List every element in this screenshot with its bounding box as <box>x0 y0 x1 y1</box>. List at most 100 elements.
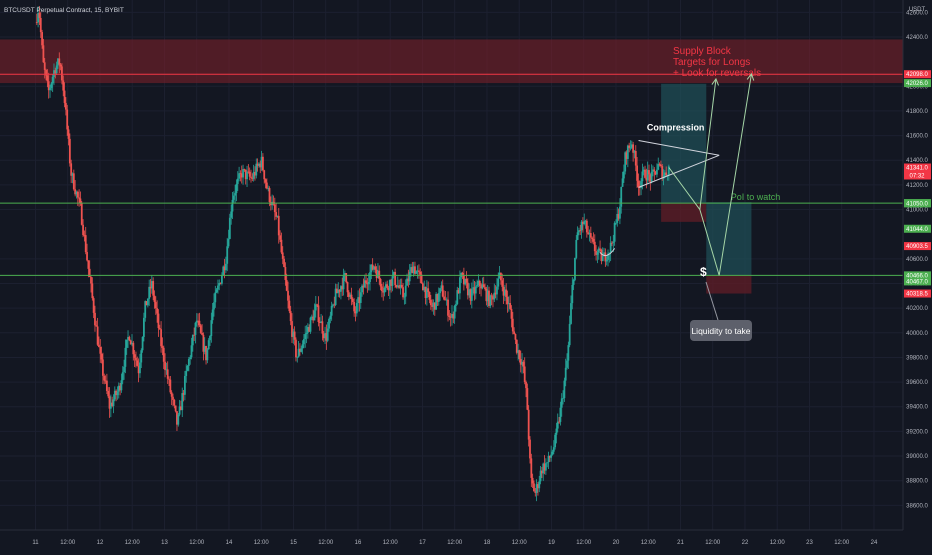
candle-body <box>514 334 517 340</box>
candle-body <box>305 332 308 335</box>
candle-body <box>607 253 609 260</box>
candle-body <box>76 191 79 198</box>
candle-body <box>649 174 652 182</box>
candle-body <box>338 289 341 292</box>
candle-body <box>468 289 471 296</box>
candle-body <box>527 409 530 440</box>
candle-body <box>525 381 527 389</box>
candle-body <box>587 232 590 235</box>
candle-body <box>117 385 120 392</box>
candle-body <box>544 463 547 471</box>
candle-body <box>404 285 407 297</box>
candle-body <box>198 320 201 326</box>
candle-body <box>283 258 285 268</box>
candle-body <box>359 292 362 303</box>
time-tick-label: 12:00 <box>318 540 334 546</box>
candle-body <box>133 354 136 358</box>
candle-body <box>484 287 486 289</box>
candle-body <box>129 340 132 345</box>
candle-body <box>273 204 276 213</box>
candle-body <box>128 336 131 341</box>
price-tick-label: 39400.0 <box>906 405 928 411</box>
candle-body <box>189 357 192 360</box>
candle-body <box>654 171 657 175</box>
candle-body <box>108 396 111 409</box>
candle-body <box>621 178 624 187</box>
candle-body <box>629 147 632 149</box>
time-tick-label: 12:00 <box>641 540 657 546</box>
candle-body <box>260 156 263 168</box>
candle-body <box>289 311 292 322</box>
time-tick-label: 23 <box>806 540 813 546</box>
candle-body <box>309 317 312 332</box>
candle-body <box>667 166 670 175</box>
candle-body <box>482 284 485 288</box>
candle-body <box>492 296 494 300</box>
time-tick-label: 14 <box>226 540 233 546</box>
candle-body <box>560 398 563 408</box>
candle-body <box>351 298 354 302</box>
candle-body <box>146 298 149 306</box>
candle-body <box>440 285 443 289</box>
candle-body <box>276 215 279 217</box>
price-tag-label: 41044.0 <box>906 227 928 233</box>
candle-body <box>387 287 390 291</box>
candle-body <box>59 64 62 67</box>
candle-body <box>510 308 513 319</box>
candle-body <box>79 198 82 204</box>
candle-body <box>174 405 177 412</box>
candle-body <box>601 255 604 262</box>
candle-body <box>501 280 504 287</box>
candle-body <box>205 346 207 361</box>
candle-body <box>127 336 129 340</box>
time-tick-label: 12:00 <box>576 540 592 546</box>
candle-body <box>496 286 498 295</box>
candle-body <box>574 257 576 280</box>
liquidity-symbol: $ <box>700 265 707 279</box>
candle-body <box>209 336 211 341</box>
candle-body <box>646 170 649 181</box>
candle-body <box>559 407 562 422</box>
candle-body <box>154 302 157 309</box>
candle-body <box>555 428 558 435</box>
candle-body <box>239 173 242 175</box>
candle-body <box>441 285 444 297</box>
candle-body <box>120 380 123 391</box>
candle-body <box>452 313 455 319</box>
candle-body <box>185 370 188 376</box>
candle-body <box>281 252 284 259</box>
candle-body <box>497 278 500 287</box>
candle-body <box>506 296 509 305</box>
candle-body <box>42 45 45 63</box>
price-tick-label: 41600.0 <box>906 134 928 140</box>
candle-body <box>377 270 379 279</box>
candle-body <box>503 289 506 296</box>
price-tick-label: 39000.0 <box>906 454 928 460</box>
candle-body <box>244 169 247 180</box>
candle-body <box>433 302 436 310</box>
candle-body <box>293 331 296 340</box>
candle-body <box>648 170 650 175</box>
candle-body <box>156 308 159 314</box>
candle-body <box>263 170 266 180</box>
price-tag <box>904 79 931 88</box>
candle-body <box>104 380 107 382</box>
candle-body <box>358 297 361 303</box>
compression-upper-line <box>638 140 720 156</box>
candle-body <box>124 347 127 367</box>
candle-body <box>248 171 251 177</box>
candle-body <box>178 406 181 415</box>
candle-body <box>369 272 371 282</box>
candle-body <box>388 279 391 291</box>
candle-body <box>537 484 539 489</box>
candle-body <box>355 303 358 314</box>
candle-body <box>70 163 73 176</box>
candle-body <box>306 326 309 333</box>
candle-body <box>349 294 352 297</box>
candle-body <box>72 173 75 190</box>
candle-body <box>493 292 496 300</box>
candle-body <box>476 285 479 287</box>
time-axis: 11 12:00 12 12:00 13 12:00 14 12:00 15 12:00 16 12:… <box>0 529 903 546</box>
